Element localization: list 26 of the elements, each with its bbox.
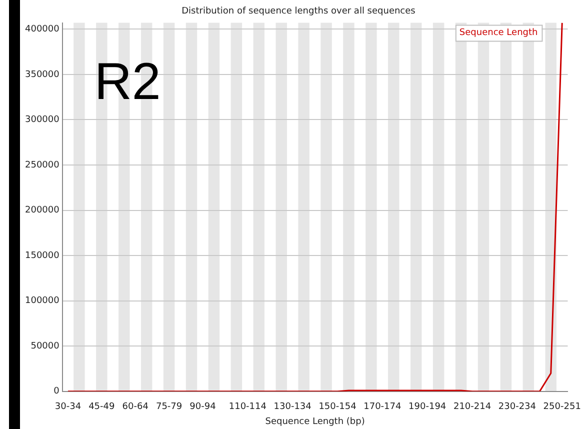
y-tick-label: 0 — [54, 386, 60, 397]
x-tick-label: 75-79 — [156, 402, 182, 412]
x-tick-label: 30-34 — [54, 402, 82, 412]
x-tick-label: 150-154 — [318, 402, 357, 412]
x-tick-label: 250-251 — [543, 402, 581, 412]
y-tick-label: 300000 — [24, 115, 60, 126]
x-tick-label: 230-234 — [498, 402, 536, 412]
x-tick-label: 190-194 — [408, 402, 446, 412]
y-tick-label: 100000 — [24, 296, 60, 306]
y-tick-label: 200000 — [24, 206, 60, 216]
x-tick-label: 130-134 — [274, 402, 312, 412]
y-tick-label: 150000 — [24, 250, 60, 261]
x-tick-label: 90-94 — [190, 402, 216, 412]
y-tick-label: 250000 — [24, 160, 60, 170]
x-tick-label: 45-49 — [88, 402, 116, 412]
x-tick-label: 170-174 — [364, 402, 402, 412]
text: Sequence Length — [459, 28, 538, 38]
y-tick-label: 50000 — [30, 341, 60, 352]
annotation: R2 — [94, 52, 161, 111]
y-tick-label: 400000 — [24, 24, 60, 34]
x-tick-label: 210-214 — [453, 402, 492, 412]
x-axis-title: Sequence Length (bp) — [265, 416, 365, 427]
x-tick-label: 110-114 — [228, 402, 267, 412]
chart-title: Distribution of sequence lengths over all sequences — [182, 6, 416, 17]
x-tick-label: 60-64 — [122, 402, 149, 412]
y-tick-label: 350000 — [24, 70, 60, 80]
